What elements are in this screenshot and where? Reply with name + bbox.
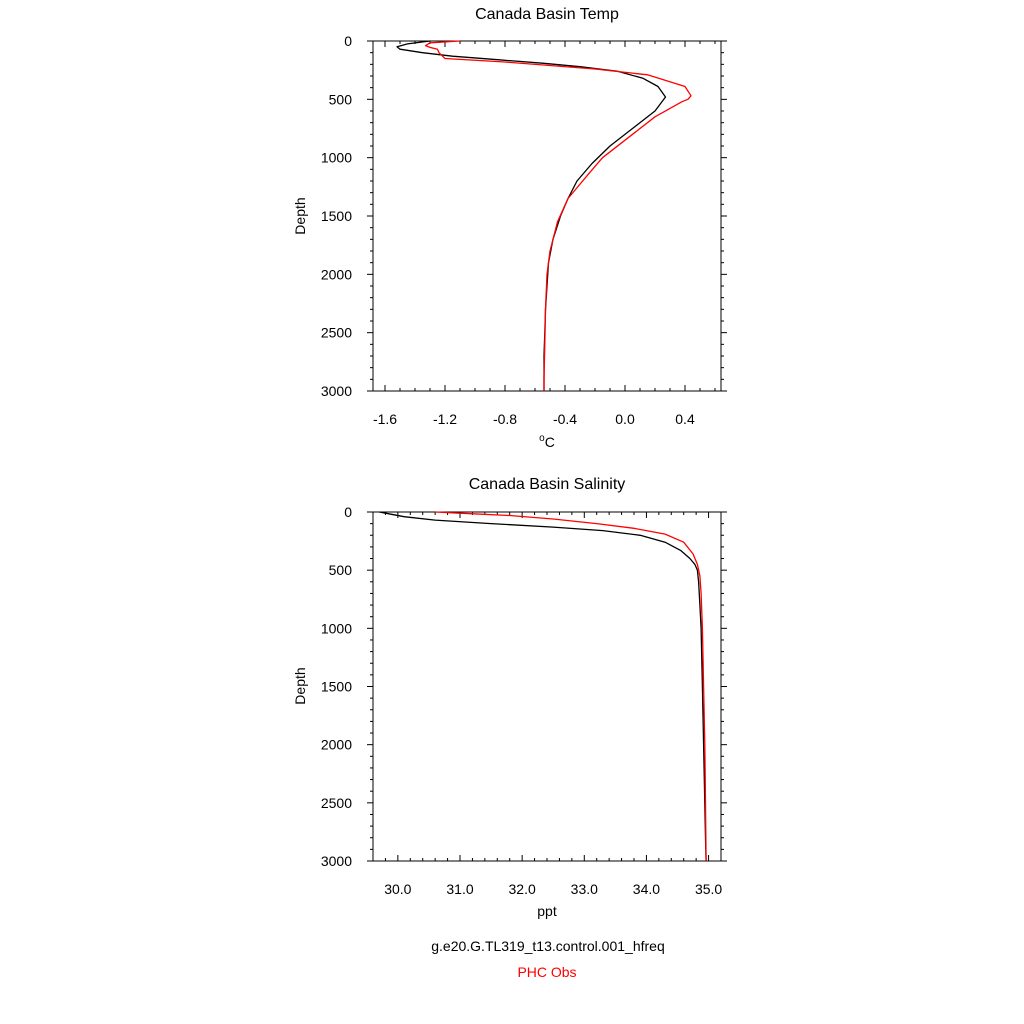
temperature-x-axis-label-superscript: o xyxy=(539,433,545,444)
salinity-xtick-label: 34.0 xyxy=(633,881,660,897)
temperature-series xyxy=(396,40,692,391)
salinity-panel: Canada Basin Salinity 0 500 1000 1500 2000 25… xyxy=(292,476,727,919)
temperature-ytick-label: 2000 xyxy=(321,266,352,282)
salinity-ticks xyxy=(367,511,727,862)
temperature-ytick-label: 1000 xyxy=(321,150,352,166)
salinity-xtick-label: 33.0 xyxy=(571,881,598,897)
salinity-obs-line xyxy=(435,511,707,862)
legend: g.e20.G.TL319_t13.control.001_hfreq PHC … xyxy=(431,938,665,980)
salinity-ytick-label: 1500 xyxy=(321,679,352,695)
salinity-ytick-label: 500 xyxy=(329,562,353,578)
temperature-ytick-labels: 0 500 1000 1500 2000 2500 3000 xyxy=(321,33,352,399)
salinity-y-axis-label: Depth xyxy=(292,667,308,704)
salinity-ytick-label: 1000 xyxy=(321,620,352,636)
temperature-xtick-label: 0.0 xyxy=(615,411,635,427)
temperature-obs-line xyxy=(424,40,692,391)
salinity-x-axis-label: ppt xyxy=(537,903,557,919)
temperature-ytick-label: 2500 xyxy=(321,325,352,341)
salinity-xtick-label: 32.0 xyxy=(509,881,536,897)
temperature-y-axis-label: Depth xyxy=(292,197,308,234)
temperature-panel: Canada Basin Temp 0 500 1000 1500 2000 2500 30… xyxy=(292,6,727,450)
temperature-xtick-label: -1.6 xyxy=(373,411,397,427)
temperature-x-axis-label-main: C xyxy=(545,434,555,450)
salinity-ytick-label: 3000 xyxy=(321,853,352,869)
salinity-ytick-label: 0 xyxy=(344,504,352,520)
salinity-series xyxy=(379,511,707,862)
legend-entry-obs: PHC Obs xyxy=(517,964,576,980)
salinity-model-line xyxy=(379,511,707,862)
temperature-xtick-labels: -1.6 -1.2 -0.8 -0.4 0.0 0.4 xyxy=(373,411,695,427)
salinity-xtick-labels: 30.0 31.0 32.0 33.0 34.0 35.0 xyxy=(384,881,722,897)
temperature-ytick-label: 3000 xyxy=(321,383,352,399)
salinity-chart-title: Canada Basin Salinity xyxy=(469,476,626,493)
temperature-ytick-label: 0 xyxy=(344,33,352,49)
temperature-model-line xyxy=(396,40,667,391)
salinity-plot-frame xyxy=(372,511,722,862)
temperature-xtick-label: -0.8 xyxy=(493,411,517,427)
salinity-xtick-label: 30.0 xyxy=(384,881,411,897)
salinity-ytick-labels: 0 500 1000 1500 2000 2500 3000 xyxy=(321,504,352,869)
temperature-ytick-label: 500 xyxy=(329,91,353,107)
temperature-plot-frame xyxy=(372,40,722,392)
legend-entry-model: g.e20.G.TL319_t13.control.001_hfreq xyxy=(431,938,665,954)
temperature-xtick-label: -1.2 xyxy=(433,411,457,427)
temperature-xtick-label: -0.4 xyxy=(553,411,577,427)
salinity-ytick-label: 2000 xyxy=(321,737,352,753)
temperature-x-axis-label: oC xyxy=(539,433,555,450)
temperature-chart-title: Canada Basin Temp xyxy=(475,6,619,23)
temperature-ticks xyxy=(367,40,727,392)
salinity-xtick-label: 35.0 xyxy=(695,881,722,897)
temperature-ytick-label: 1500 xyxy=(321,208,352,224)
salinity-ytick-label: 2500 xyxy=(321,795,352,811)
salinity-xtick-label: 31.0 xyxy=(446,881,473,897)
temperature-xtick-label: 0.4 xyxy=(675,411,695,427)
